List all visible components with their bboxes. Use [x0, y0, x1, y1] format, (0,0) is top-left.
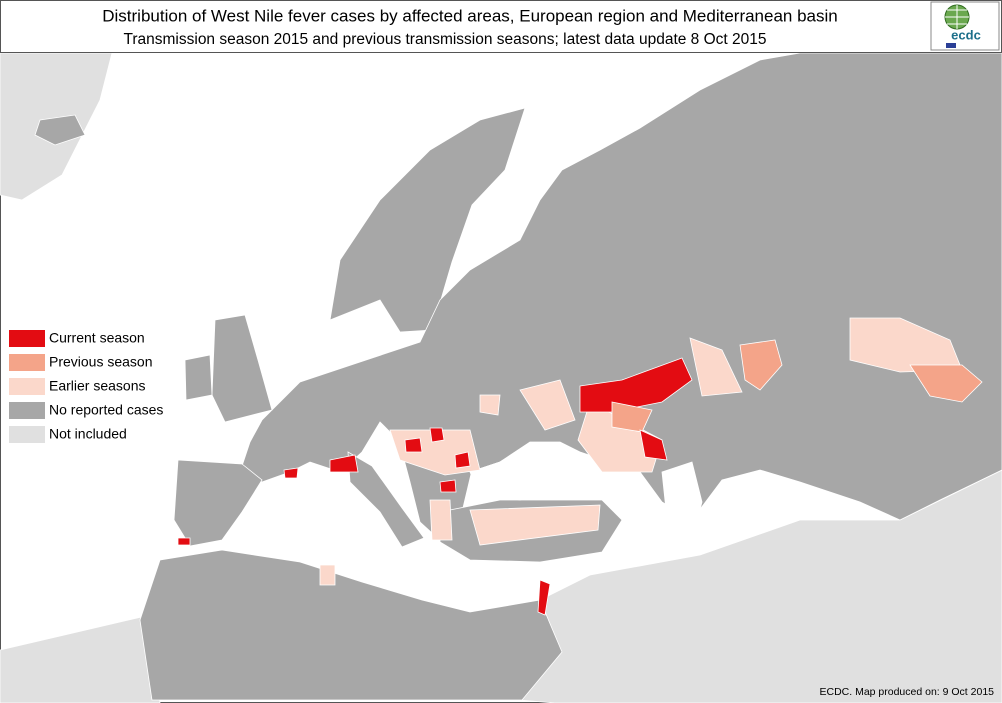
france-current: [283, 467, 299, 479]
legend-swatch: [9, 402, 45, 419]
north-africa: [139, 549, 563, 701]
legend-label: Earlier seasons: [49, 378, 146, 394]
legend-label: No reported cases: [49, 402, 163, 418]
map: [0, 52, 1002, 703]
belarus-earlier: [479, 394, 501, 416]
turkey-earlier: [469, 504, 601, 546]
israel-current: [537, 579, 551, 616]
logo-text: ecdc: [951, 27, 981, 42]
map-subtitle: Transmission season 2015 and previous tr…: [123, 31, 766, 48]
black-sea: [469, 443, 581, 501]
bulgaria-current: [439, 479, 457, 493]
russia-south-earlier: [577, 401, 663, 473]
logo-flag: [946, 43, 956, 48]
kazakhstan-east-previous: [909, 364, 983, 403]
legend-swatch: [9, 378, 45, 395]
kazakhstan-west-earlier: [689, 337, 743, 397]
hungary-north-current: [429, 427, 445, 443]
footer-credit: ECDC. Map produced on: 9 Oct 2015: [819, 686, 994, 698]
ireland: [184, 354, 213, 401]
romania-current: [454, 451, 471, 469]
portugal-current: [177, 537, 191, 546]
tunisia-earlier: [319, 564, 336, 586]
legend-label: Not included: [49, 426, 127, 442]
europe-russia: [239, 52, 1002, 521]
legend: Current season Previous season Earlier sea…: [9, 330, 163, 443]
west-africa: [0, 614, 161, 703]
map-title: Distribution of West Nile fever cases by…: [102, 6, 838, 25]
italy: [347, 451, 425, 548]
scandinavia: [329, 107, 526, 333]
iberia: [173, 459, 263, 547]
italy-current: [329, 454, 359, 473]
iceland: [34, 114, 86, 146]
legend-swatch: [9, 426, 45, 443]
ukraine-earlier: [519, 379, 576, 431]
kazakhstan-previous: [739, 339, 783, 391]
legend-swatch: [9, 354, 45, 371]
volgograd-current: [579, 357, 693, 413]
hungary-current: [404, 437, 423, 453]
greece-earlier: [429, 499, 453, 541]
caspian-sea: [661, 461, 703, 541]
header-box: [0, 0, 1002, 53]
legend-label: Previous season: [49, 354, 153, 370]
legend-label: Current season: [49, 330, 145, 346]
legend-swatch: [9, 330, 45, 347]
logo-grid: [945, 5, 969, 29]
astrakhan-current: [639, 429, 668, 461]
